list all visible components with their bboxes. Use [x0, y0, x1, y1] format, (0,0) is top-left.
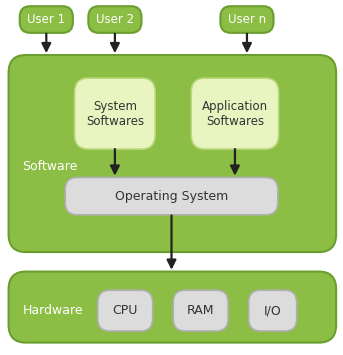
Text: Hardware: Hardware: [22, 304, 83, 317]
Text: System
Softwares: System Softwares: [86, 100, 144, 127]
FancyBboxPatch shape: [88, 6, 141, 33]
Text: I/O: I/O: [264, 304, 282, 317]
Text: User n: User n: [228, 13, 266, 26]
Text: CPU: CPU: [113, 304, 138, 317]
Text: User 2: User 2: [96, 13, 134, 26]
Text: RAM: RAM: [187, 304, 214, 317]
Text: Operating System: Operating System: [115, 190, 228, 203]
FancyBboxPatch shape: [75, 78, 155, 149]
FancyBboxPatch shape: [98, 290, 153, 331]
FancyBboxPatch shape: [191, 78, 279, 149]
FancyBboxPatch shape: [9, 55, 336, 252]
FancyBboxPatch shape: [20, 6, 73, 33]
FancyBboxPatch shape: [65, 178, 278, 215]
FancyBboxPatch shape: [220, 6, 274, 33]
Text: Software: Software: [22, 160, 78, 173]
FancyBboxPatch shape: [9, 272, 336, 343]
Text: Application
Softwares: Application Softwares: [202, 100, 268, 127]
Text: User 1: User 1: [27, 13, 66, 26]
FancyBboxPatch shape: [249, 290, 297, 331]
FancyBboxPatch shape: [173, 290, 228, 331]
